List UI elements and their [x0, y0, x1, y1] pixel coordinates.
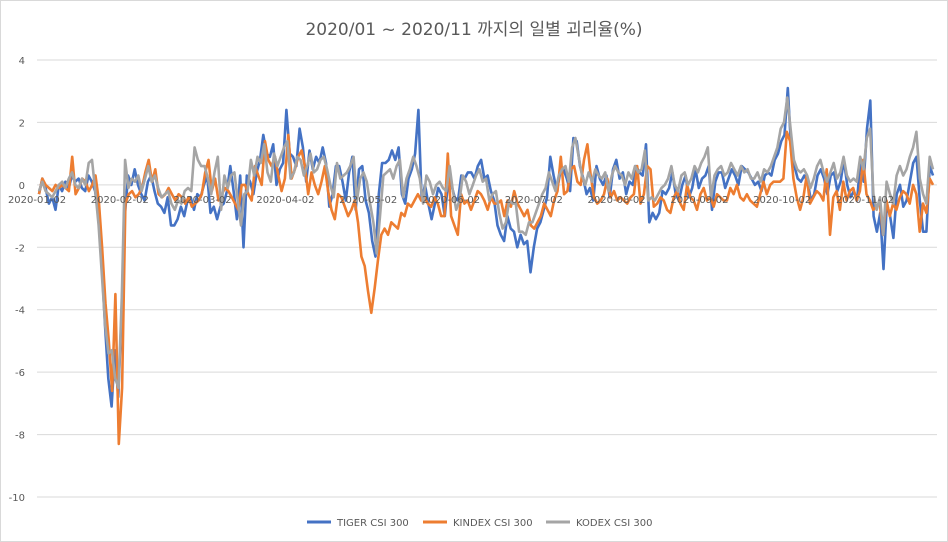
x-tick-label: 2020-07-02	[505, 195, 563, 206]
y-tick-label: -2	[15, 243, 25, 254]
x-tick-label: 2020-03-02	[174, 195, 232, 206]
x-tick-label: 2020-10-02	[753, 195, 811, 206]
legend: TIGER CSI 300 KINDEX CSI 300 KODEX CSI 300	[307, 518, 652, 529]
x-tick-label: 2020-09-02	[670, 195, 728, 206]
series-line-3	[37, 96, 935, 390]
series-lines	[37, 86, 935, 446]
y-tick-label: -8	[15, 431, 25, 442]
legend-label: KINDEX CSI 300	[453, 518, 533, 529]
legend-item: KODEX CSI 300	[546, 518, 652, 529]
y-tick-label: -4	[15, 306, 25, 317]
x-tick-label: 2020-02-02	[91, 195, 149, 206]
x-axis-ticks: 2020-01-02 2020-02-02 2020-03-02 2020-04-02…	[8, 195, 894, 206]
legend-label: TIGER CSI 300	[336, 518, 409, 529]
y-tick-label: 2	[19, 118, 25, 129]
x-tick-label: 2020-04-02	[256, 195, 314, 206]
legend-item: TIGER CSI 300	[307, 518, 409, 529]
chart-title: 2020/01 ~ 2020/11 까지의 일별 괴리율(%)	[305, 20, 642, 40]
x-tick-label: 2020-08-02	[588, 195, 646, 206]
x-tick-label: 2020-06-02	[422, 195, 480, 206]
gridlines	[37, 59, 937, 498]
y-axis-ticks: 4 2 0 -2 -4 -6 -8 -10	[9, 56, 25, 504]
y-tick-label: 0	[19, 181, 25, 192]
x-tick-label: 2020-11-02	[836, 195, 894, 206]
y-tick-label: -10	[9, 493, 25, 504]
x-tick-label: 2020-05-02	[339, 195, 397, 206]
y-tick-label: -6	[15, 368, 25, 379]
legend-label: KODEX CSI 300	[576, 518, 652, 529]
series-line-2	[37, 130, 935, 446]
legend-item: KINDEX CSI 300	[423, 518, 533, 529]
y-tick-label: 4	[19, 56, 25, 67]
x-tick-label: 2020-01-02	[8, 195, 66, 206]
